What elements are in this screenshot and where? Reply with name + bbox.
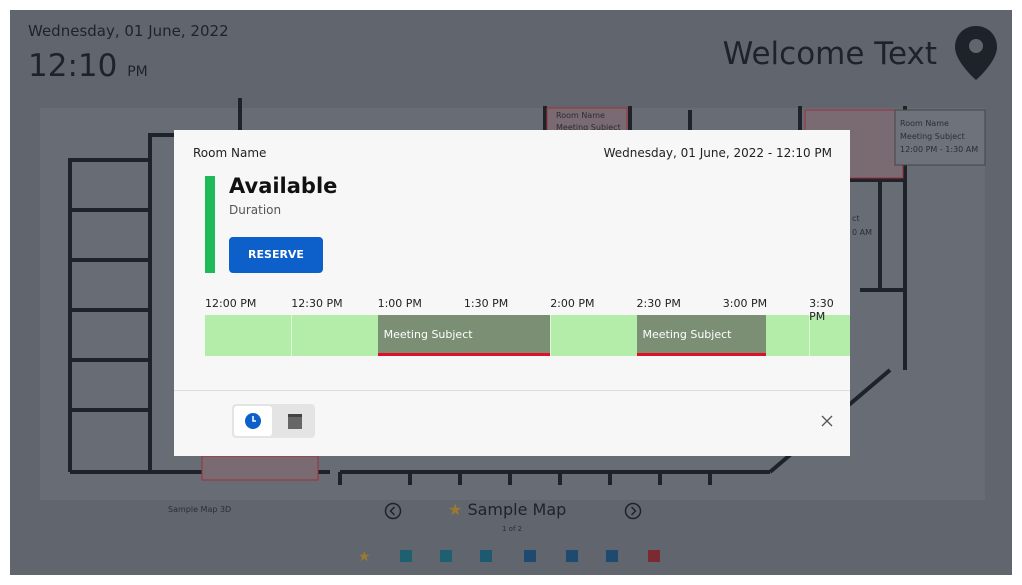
- meeting-block: [636, 315, 766, 356]
- meeting-subject: Meeting Subject: [383, 328, 473, 341]
- room: [201, 455, 319, 481]
- svg-text:★: ★: [358, 549, 371, 564]
- time-tick: 12:30 PM: [291, 297, 343, 310]
- location-pin: [955, 26, 997, 80]
- slot-line: [809, 315, 811, 356]
- room-label: Room Name: [900, 119, 949, 128]
- page-indicator: 1 of 2: [502, 525, 523, 533]
- calendar-view[interactable]: [278, 406, 312, 436]
- room-subject: Meeting Subject: [900, 132, 965, 141]
- divider: [174, 390, 850, 391]
- screen: Room Name Meeting Subject Room Name Meet…: [10, 10, 1012, 575]
- meeting-block: [377, 315, 551, 356]
- time-tick: 3:30 PM: [809, 297, 834, 323]
- room-time: 12:00 PM - 1:30 AM: [900, 145, 979, 154]
- time-tick: 3:00 PM: [722, 297, 768, 310]
- room-subject: Meeting Subject: [556, 123, 621, 132]
- map-3d-label[interactable]: Sample Map 3D: [168, 505, 232, 514]
- time-tick: 1:00 PM: [377, 297, 422, 310]
- status: Available: [229, 174, 338, 198]
- reservation-dialog: Room Name Wednesday, 01 June, 2022 - 12:…: [174, 130, 850, 456]
- duration: Duration: [229, 203, 282, 217]
- datetime: Wednesday, 01 June, 2022 - 12:10 PM: [603, 146, 832, 160]
- time-tick: 1:30 PM: [463, 297, 509, 310]
- date: Wednesday, 01 June, 2022: [28, 22, 229, 40]
- slot-line: [550, 315, 552, 356]
- ampm: PM: [127, 64, 148, 80]
- next-button[interactable]: [624, 502, 642, 520]
- clock-icon: [245, 413, 261, 429]
- room-label: Room Name: [556, 111, 605, 120]
- welcome-text: Welcome Text: [722, 36, 937, 72]
- time-tick: 2:30 PM: [636, 297, 681, 310]
- time: 12:10 PM: [28, 48, 148, 84]
- partial-text: ct: [852, 214, 860, 223]
- slot-line: [291, 315, 293, 356]
- reserve-button[interactable]: RESERVE: [229, 237, 323, 273]
- status-bar: [205, 176, 215, 273]
- partial-text: 0 AM: [852, 228, 873, 237]
- time-tick: 2:00 PM: [550, 297, 595, 310]
- clock-view[interactable]: [234, 406, 272, 436]
- prev-button[interactable]: [384, 502, 402, 520]
- clock: 12:10: [28, 48, 118, 84]
- room-card: [894, 109, 986, 166]
- close-button[interactable]: [820, 414, 834, 428]
- legend-icons: ★: [358, 549, 660, 564]
- view-toggle: [232, 404, 315, 438]
- room-name: Room Name: [193, 146, 267, 160]
- time-tick: 12:00 PM: [205, 297, 257, 310]
- map-title: Sample Map: [467, 500, 567, 519]
- map-name: ★ Sample Map: [448, 500, 567, 519]
- meeting-subject: Meeting Subject: [642, 328, 732, 341]
